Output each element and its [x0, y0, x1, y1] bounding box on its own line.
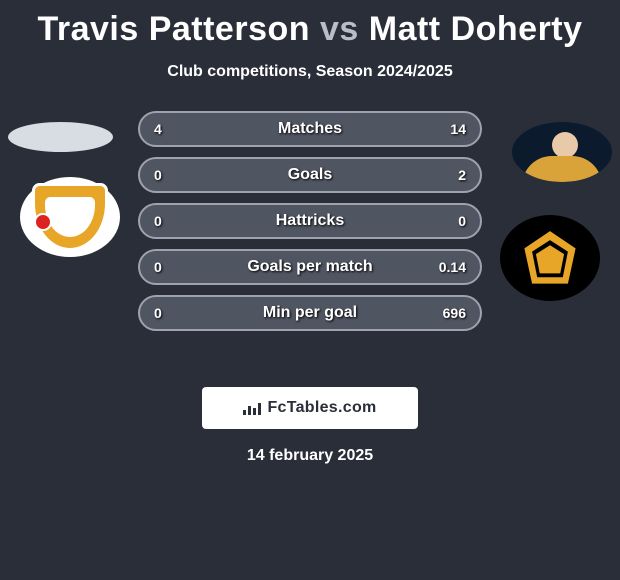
watermark: FcTables.com: [202, 387, 418, 429]
subtitle: Club competitions, Season 2024/2025: [0, 63, 620, 81]
stat-right-value: 14: [450, 121, 466, 137]
stat-row: 0 Min per goal 696: [138, 295, 482, 331]
stat-row: 4 Matches 14: [138, 111, 482, 147]
stats-rows: 4 Matches 14 0 Goals 2 0 Hattricks 0 0 Goals per m…: [138, 111, 482, 341]
vs-label: vs: [320, 10, 359, 48]
player1-name: Travis Patterson: [37, 10, 310, 48]
stat-right-value: 696: [443, 305, 466, 321]
stat-label: Goals: [288, 166, 332, 184]
stat-left-value: 0: [154, 305, 162, 321]
stat-left-value: 0: [154, 213, 162, 229]
stats-section: 4 Matches 14 0 Goals 2 0 Hattricks 0 0 Goals per m…: [0, 111, 620, 361]
stat-label: Min per goal: [263, 304, 357, 322]
stat-left-value: 4: [154, 121, 162, 137]
bars-icon: [243, 401, 261, 415]
stat-right-value: 0.14: [439, 259, 466, 275]
stat-right-value: 0: [458, 213, 466, 229]
stat-label: Hattricks: [276, 212, 344, 230]
stat-left-value: 0: [154, 167, 162, 183]
stat-left-value: 0: [154, 259, 162, 275]
stat-row: 0 Hattricks 0: [138, 203, 482, 239]
date-label: 14 february 2025: [0, 447, 620, 465]
stat-row: 0 Goals per match 0.14: [138, 249, 482, 285]
page-title: Travis Patterson vs Matt Doherty: [0, 0, 620, 49]
stat-label: Goals per match: [247, 258, 372, 276]
watermark-text: FcTables.com: [267, 399, 376, 417]
player2-name: Matt Doherty: [369, 10, 583, 48]
stat-right-value: 2: [458, 167, 466, 183]
stat-label: Matches: [278, 120, 342, 138]
stat-row: 0 Goals 2: [138, 157, 482, 193]
